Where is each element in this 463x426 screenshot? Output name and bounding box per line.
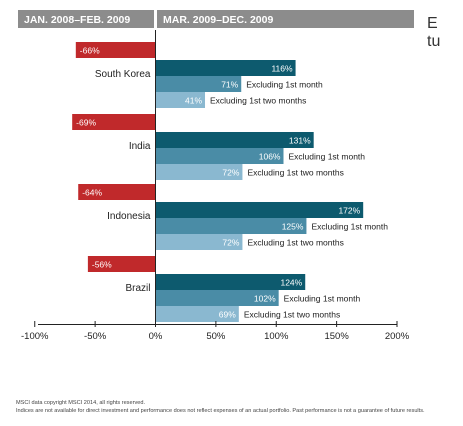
- bar-indonesia-0: [155, 202, 364, 218]
- bar-annotation-brazil-1: Excluding 1st month: [284, 294, 361, 304]
- bar-indonesia-2: [155, 234, 243, 250]
- bar-annotation-south-korea-1: Excluding 1st month: [246, 80, 323, 90]
- bar-south-korea-2: [155, 92, 206, 108]
- category-label-south-korea: South Korea: [95, 69, 151, 80]
- x-axis-ticks: -100% -50% 0% 50% 100% 150% 200%: [21, 321, 410, 342]
- decline-bar-brazil: [87, 256, 156, 272]
- decline-bar-indonesia: [78, 184, 156, 200]
- bar-india-0: [155, 132, 314, 148]
- category-label-brazil: Brazil: [125, 283, 150, 294]
- bar-annotation-indonesia-1: Excluding 1st month: [311, 222, 388, 232]
- header-right-title: MAR. 2009–DEC. 2009: [163, 14, 273, 26]
- bar-value-label-indonesia-2: 72%: [222, 238, 239, 248]
- bar-value-label-brazil-0: 124%: [280, 278, 302, 288]
- bar-brazil-2: [155, 306, 239, 322]
- decline-bar-south-korea: [75, 42, 156, 58]
- bar-annotation-south-korea-2: Excluding 1st two months: [210, 96, 306, 106]
- footnote-disclaimer: Indices are not available for direct inv…: [16, 408, 425, 414]
- bar-value-label-india-1: 106%: [259, 152, 281, 162]
- bar-value-label-south-korea-0: 116%: [271, 64, 293, 74]
- x-tick-label: 0%: [149, 331, 163, 342]
- bar-value-label-indonesia-0: 172%: [338, 206, 360, 216]
- x-tick-label: 50%: [206, 331, 226, 342]
- bar-annotation-india-1: Excluding 1st month: [288, 152, 365, 162]
- bar-india-2: [155, 164, 243, 180]
- x-tick-label: -50%: [84, 331, 107, 342]
- bar-value-label-brazil-2: 69%: [219, 310, 236, 320]
- bar-brazil-0: [155, 274, 306, 290]
- bar-value-label-india-2: 72%: [222, 168, 239, 178]
- decline-label-indonesia: -64%: [82, 188, 102, 198]
- bar-value-label-india-0: 131%: [289, 136, 311, 146]
- bar-value-label-south-korea-1: 71%: [221, 80, 238, 90]
- bar-annotation-india-2: Excluding 1st two months: [247, 168, 343, 178]
- side-text-line1: E: [427, 15, 438, 32]
- x-tick-label: 200%: [385, 331, 410, 342]
- side-text-line2: tu: [427, 33, 441, 50]
- bar-annotation-brazil-2: Excluding 1st two months: [244, 310, 340, 320]
- bar-value-label-south-korea-2: 41%: [185, 96, 202, 106]
- bar-indonesia-1: [155, 218, 307, 234]
- decline-label-south-korea: -66%: [80, 46, 100, 56]
- bar-india-1: [155, 148, 284, 164]
- bar-brazil-1: [155, 290, 279, 306]
- decline-label-brazil: -56%: [92, 260, 112, 270]
- bar-south-korea-1: [155, 76, 242, 92]
- category-label-indonesia: Indonesia: [107, 211, 151, 222]
- bars-layer: -66% South Korea 116% 71% Excluding 1st mont…: [72, 42, 388, 322]
- bar-south-korea-0: [155, 60, 296, 76]
- decline-bar-india: [72, 114, 156, 130]
- header-bar-left: [18, 10, 154, 28]
- footnote-copyright: MSCI data copyright MSCI 2014, all right…: [16, 400, 146, 406]
- category-label-india: India: [129, 141, 151, 152]
- decline-label-india: -69%: [76, 118, 96, 128]
- x-tick-label: -100%: [21, 331, 49, 342]
- x-tick-label: 100%: [264, 331, 289, 342]
- header-left-title: JAN. 2008–FEB. 2009: [24, 14, 130, 26]
- header-bar-right: [157, 10, 414, 28]
- bar-annotation-indonesia-2: Excluding 1st two months: [247, 238, 343, 248]
- bar-value-label-brazil-1: 102%: [254, 294, 276, 304]
- bar-value-label-indonesia-1: 125%: [282, 222, 304, 232]
- x-tick-label: 150%: [324, 331, 349, 342]
